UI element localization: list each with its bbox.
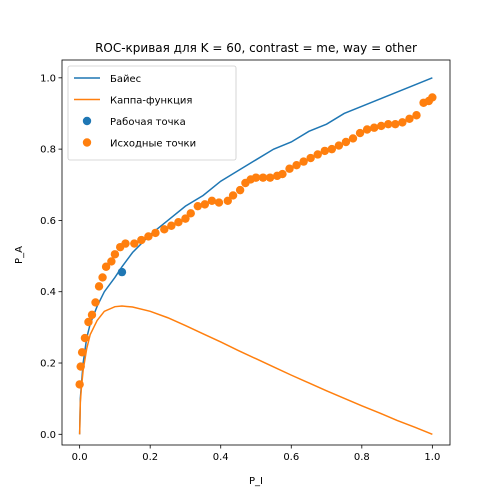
series-3-point [87,310,97,320]
series-3-point [200,200,210,209]
series-3-point [258,173,268,182]
x-tick-label: 0.6 [283,452,299,463]
series-3-point [151,228,160,238]
series-3-point [428,93,437,102]
x-tick-label: 0.4 [213,452,229,463]
series-2-point [117,267,127,277]
series-3-point [91,298,100,307]
series-3-point [160,225,169,234]
legend-entry-label: Исходные точки [110,139,196,150]
legend-marker-swatch [82,116,92,126]
legend-entry-label: Байес [110,74,141,85]
series-3-point [265,173,275,182]
y-axis-label: P_A [14,246,25,264]
x-tick-label: 1.0 [424,452,440,463]
plot-area: 0.0 0.2 0.4 0.6 0.8 1.0 0.0 0.2 0.4 0.6 0.8 1.0 [40,59,451,463]
series-3-point [207,196,217,206]
x-tick-label: 0.0 [72,452,88,463]
series-3-point [101,262,111,271]
x-tick-label: 0.2 [142,452,158,463]
series-3-point [193,201,202,211]
series-3-point [306,153,315,163]
series-3-point [348,134,358,143]
series-3-point [377,121,386,131]
legend-entry-label: Рабочая точка [110,117,186,128]
chart-title: ROC-кривая для K = 60, contrast = me, wa… [95,41,417,55]
y-tick-label: 0.0 [40,430,56,441]
series-3-point [186,209,195,218]
series-3-point [320,146,329,156]
legend-entry-label: Каппа-функция [110,96,192,107]
series-3-point [94,282,104,291]
x-tick-label: 0.8 [354,452,370,463]
series-3-point [278,169,287,179]
series-3-point [84,317,93,327]
series-3-point [110,250,120,259]
series-3-point [80,333,90,343]
series-3-point [398,118,407,127]
series-3-point [405,114,414,124]
series-3-point [137,235,146,245]
series-3-point [214,198,224,207]
series-3-point [384,119,393,129]
legend-marker-swatch [82,138,92,147]
x-axis-label: P_I [249,476,263,487]
series-3-point [362,125,372,134]
series-3-point [391,119,400,129]
series-3-point [369,123,379,132]
series-3-point [228,191,238,200]
series-3-point [412,111,421,120]
series-3-point [299,157,308,166]
series-3-point [355,128,365,138]
series-3-point [174,218,183,227]
y-tick-label: 1.0 [40,73,56,84]
series-3-point [130,239,139,248]
series-3-point [167,221,176,230]
series-3-point [292,160,301,170]
series-3-point [98,273,107,282]
series-line-1 [78,305,433,436]
y-tick-label: 0.8 [40,145,56,156]
y-tick-label: 0.2 [40,359,56,370]
legend: Байес Каппа-функция Рабочая точка Исходные … [67,65,237,161]
series-3-point [77,348,87,357]
series-3-point [251,173,261,182]
series-3-point [327,144,337,154]
series-3-point [144,232,153,241]
series-3-point [223,196,232,206]
series-3-point [235,185,245,195]
y-tick-label: 0.6 [40,216,56,227]
series-3-point [75,380,84,389]
series-3-point [121,239,130,248]
series-3-point [76,362,85,371]
axes-frame [61,59,451,446]
series-3-point [107,257,116,266]
series-3-point [181,214,190,223]
series-3-point [341,137,351,147]
series-3-point [334,141,344,150]
y-tick-label: 0.4 [40,287,56,298]
series-3-point [285,164,294,173]
series-line-0 [78,77,433,435]
legend-box [67,65,237,161]
series-3-point [313,150,322,159]
